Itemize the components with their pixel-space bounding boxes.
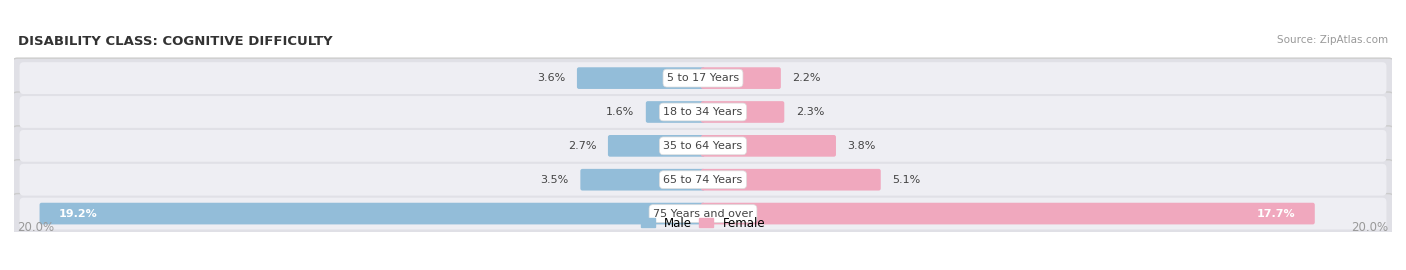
Text: 35 to 64 Years: 35 to 64 Years [664, 141, 742, 151]
FancyBboxPatch shape [702, 169, 880, 191]
FancyBboxPatch shape [11, 58, 1395, 98]
FancyBboxPatch shape [11, 160, 1395, 200]
Text: 2.3%: 2.3% [796, 107, 824, 117]
FancyBboxPatch shape [20, 62, 1386, 94]
Text: 2.7%: 2.7% [568, 141, 596, 151]
Text: DISABILITY CLASS: COGNITIVE DIFFICULTY: DISABILITY CLASS: COGNITIVE DIFFICULTY [17, 35, 332, 48]
Text: 3.8%: 3.8% [848, 141, 876, 151]
FancyBboxPatch shape [576, 67, 704, 89]
Text: 17.7%: 17.7% [1257, 208, 1295, 219]
FancyBboxPatch shape [11, 92, 1395, 132]
Text: 20.0%: 20.0% [17, 221, 55, 234]
FancyBboxPatch shape [20, 164, 1386, 196]
Text: 75 Years and over: 75 Years and over [652, 208, 754, 219]
Text: 5 to 17 Years: 5 to 17 Years [666, 73, 740, 83]
Text: 5.1%: 5.1% [893, 175, 921, 185]
Text: 1.6%: 1.6% [606, 107, 634, 117]
Text: 20.0%: 20.0% [1351, 221, 1389, 234]
Text: 2.2%: 2.2% [793, 73, 821, 83]
FancyBboxPatch shape [607, 135, 704, 157]
Text: 3.5%: 3.5% [540, 175, 568, 185]
FancyBboxPatch shape [20, 96, 1386, 128]
Text: 18 to 34 Years: 18 to 34 Years [664, 107, 742, 117]
FancyBboxPatch shape [702, 135, 837, 157]
FancyBboxPatch shape [11, 126, 1395, 166]
Text: Source: ZipAtlas.com: Source: ZipAtlas.com [1278, 35, 1389, 45]
FancyBboxPatch shape [702, 203, 1315, 224]
Text: 3.6%: 3.6% [537, 73, 565, 83]
FancyBboxPatch shape [39, 203, 704, 224]
Text: 19.2%: 19.2% [59, 208, 97, 219]
FancyBboxPatch shape [20, 198, 1386, 230]
Text: 65 to 74 Years: 65 to 74 Years [664, 175, 742, 185]
FancyBboxPatch shape [20, 130, 1386, 162]
FancyBboxPatch shape [645, 101, 704, 123]
FancyBboxPatch shape [11, 194, 1395, 234]
FancyBboxPatch shape [581, 169, 704, 191]
FancyBboxPatch shape [702, 101, 785, 123]
FancyBboxPatch shape [702, 67, 780, 89]
Legend: Male, Female: Male, Female [636, 212, 770, 234]
